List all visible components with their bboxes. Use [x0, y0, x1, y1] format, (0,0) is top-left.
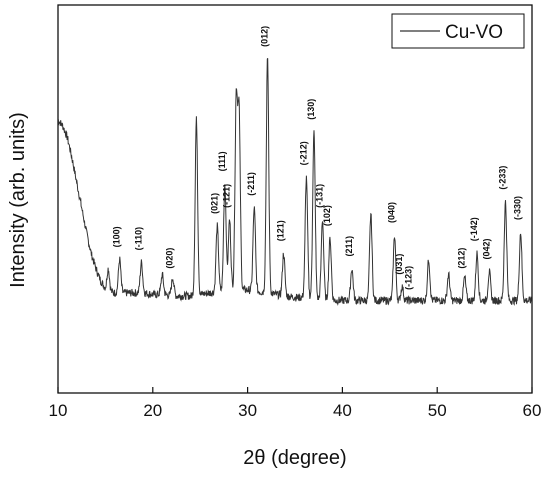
y-axis-title: Intensity (arb. units)	[7, 112, 29, 288]
peak-label: (042)	[481, 238, 491, 259]
peak-label: (-121)	[222, 184, 232, 208]
x-tick-label: 30	[238, 401, 257, 420]
peak-label: (-142)	[469, 217, 479, 241]
x-tick-label: 50	[428, 401, 447, 420]
peak-label: (031)	[394, 254, 404, 275]
peak-label: (-330)	[513, 196, 523, 220]
peak-label: (-123)	[404, 266, 414, 290]
peak-label: (-110)	[133, 227, 143, 251]
x-axis-ticks: 10 20 30 40 50 60	[49, 387, 542, 420]
x-tick-label: 40	[333, 401, 352, 420]
xrd-pattern-line	[57, 57, 533, 306]
x-tick-label: 20	[143, 401, 162, 420]
legend-label: Cu-VO	[445, 22, 503, 43]
legend: Cu-VO	[391, 13, 525, 49]
peak-label: (100)	[112, 226, 122, 247]
peak-label: (212)	[457, 248, 467, 269]
peak-label: (102)	[322, 205, 332, 226]
peak-label: (040)	[387, 202, 397, 223]
peak-label: (-211)	[246, 172, 256, 196]
x-tick-label: 60	[523, 401, 542, 420]
peak-label: (012)	[260, 26, 270, 47]
peak-label: (-233)	[497, 166, 507, 190]
peak-label: (121)	[276, 220, 286, 241]
x-tick-label: 10	[49, 401, 68, 420]
peak-label: (020)	[165, 248, 175, 269]
x-axis-title: 2θ (degree)	[243, 447, 346, 469]
peak-label: (130)	[306, 99, 316, 120]
peak-label: (-131)	[314, 184, 324, 208]
peak-label: (-212)	[298, 141, 308, 165]
peak-label: (111)	[217, 151, 227, 171]
peak-label: (021)	[209, 193, 219, 214]
plot-frame	[57, 4, 533, 394]
peak-label: (211)	[344, 236, 354, 257]
peak-labels: (100) (-110) (020) (021) (111) (-121) (-211) (0…	[112, 26, 523, 290]
